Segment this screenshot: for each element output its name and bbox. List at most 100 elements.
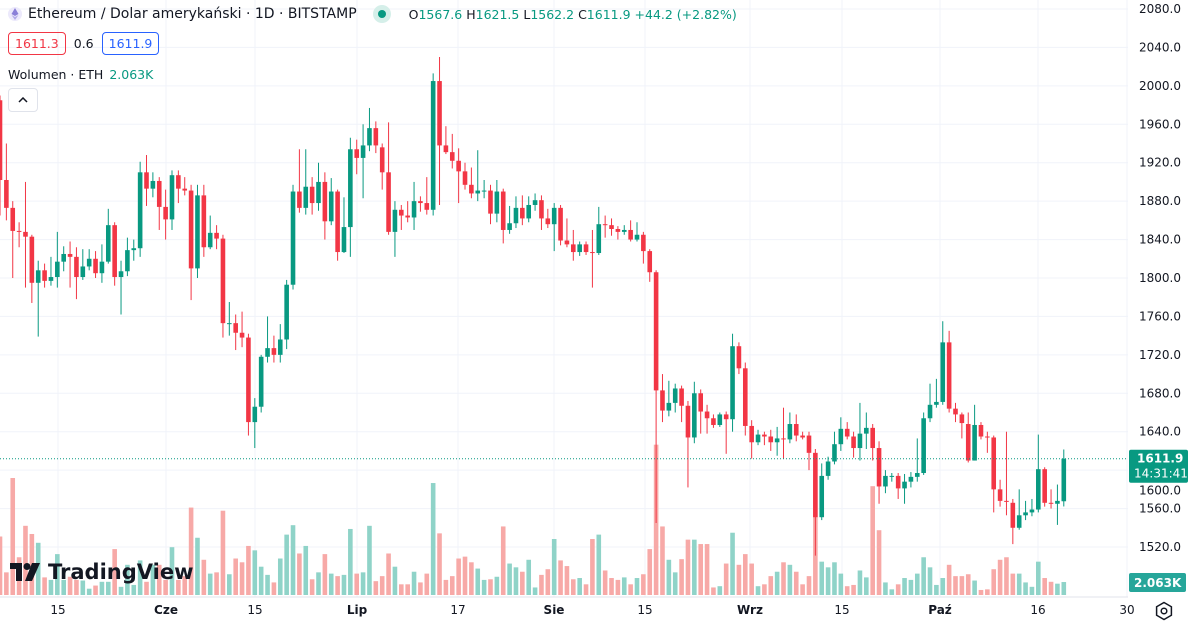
candle-body <box>832 444 837 462</box>
volume-bar <box>660 526 665 595</box>
candle-body <box>857 433 863 449</box>
candle-body <box>35 270 41 283</box>
candle-body <box>749 425 754 443</box>
candle-body <box>685 405 691 438</box>
candle-body <box>991 437 997 490</box>
candle-body <box>641 234 646 252</box>
volume-bar <box>965 574 971 595</box>
volume-bar <box>787 564 793 595</box>
volume-bar <box>220 510 226 595</box>
candle-body <box>265 348 270 357</box>
volume-bar <box>513 567 519 595</box>
open-value: 1567.6 <box>418 6 463 22</box>
buy-button[interactable]: 1611.9 <box>101 32 160 55</box>
volume-bar <box>959 576 965 595</box>
volume-bar <box>736 564 742 595</box>
volume-bar <box>615 579 621 595</box>
volume-bar <box>914 573 920 595</box>
volume-bar <box>86 588 92 595</box>
volume-bar <box>793 571 799 595</box>
gear-icon[interactable] <box>1154 601 1174 621</box>
candle-body <box>176 175 181 189</box>
volume-bar <box>946 564 952 595</box>
candle-body <box>23 231 28 237</box>
volume-bar <box>532 587 538 595</box>
volume-bar <box>806 576 812 595</box>
candle-body <box>1004 500 1009 502</box>
sell-button[interactable]: 1611.3 <box>8 32 66 55</box>
volume-bar <box>590 539 595 595</box>
candle-body <box>666 402 672 411</box>
volume-bar <box>545 569 551 595</box>
candle-body <box>456 160 461 172</box>
candle-body <box>462 171 468 185</box>
volume-bar <box>800 584 805 595</box>
price-axis <box>1128 0 1200 627</box>
candle-body <box>418 201 423 204</box>
volume-bar <box>500 526 506 595</box>
volume-bar <box>195 537 200 595</box>
volume-bar <box>252 550 258 595</box>
candle-body <box>997 489 1003 501</box>
collapse-legend-button[interactable] <box>8 88 38 112</box>
candle-body <box>953 408 958 415</box>
candle-body <box>781 438 786 440</box>
volume-bar <box>61 579 66 595</box>
candle-body <box>1048 502 1054 504</box>
price-tick-label: 1520.0 <box>1139 540 1181 554</box>
volume-bar <box>246 545 251 595</box>
candle-body <box>258 356 264 407</box>
candle-body <box>1016 515 1022 528</box>
volume-bar <box>360 572 366 595</box>
volume-bar <box>271 582 277 595</box>
candle-body <box>672 388 678 403</box>
candle-body <box>711 418 716 425</box>
volume-bar <box>348 528 353 595</box>
candle-body <box>532 200 538 205</box>
candle-body <box>277 339 283 355</box>
candle-body <box>481 190 487 192</box>
price-tick-label: 1880.0 <box>1139 194 1181 208</box>
candle-body <box>864 427 869 434</box>
candle-body <box>284 284 289 340</box>
volume-bar <box>469 562 474 595</box>
volume-bar <box>1055 583 1060 595</box>
candle-body <box>93 258 98 274</box>
candle-body <box>131 248 137 251</box>
volume-bar <box>1023 582 1028 595</box>
time-tick-label: Lip <box>347 603 368 617</box>
volume-bar <box>188 507 194 595</box>
candle-body <box>870 427 875 449</box>
candle-body <box>806 435 812 453</box>
candle-body <box>411 201 417 218</box>
volume-bar <box>424 573 430 595</box>
volume-bar <box>176 579 181 595</box>
candle-body <box>443 145 449 153</box>
candle-body <box>214 232 219 239</box>
candle-body <box>144 172 149 189</box>
candle-body <box>220 238 226 324</box>
candle-body <box>494 191 500 214</box>
volume-bar <box>316 572 321 595</box>
candle-body <box>526 204 532 219</box>
volume-bar <box>80 580 86 595</box>
volume-bar <box>258 566 264 595</box>
symbol-title[interactable]: Ethereum / Dolar amerykański · 1D · BITS… <box>28 6 357 22</box>
volume-bar <box>577 578 582 595</box>
volume-bar <box>156 564 162 595</box>
candle-body <box>902 481 907 489</box>
candle-body <box>105 225 111 262</box>
candle-body <box>551 207 557 225</box>
volume-bar <box>564 566 570 595</box>
tradingview-logo[interactable]: TradingView <box>10 560 193 584</box>
candle-body <box>1010 502 1016 528</box>
price-tick-label: 1920.0 <box>1139 156 1181 170</box>
volume-bar <box>679 559 684 595</box>
volume-bar <box>908 579 914 595</box>
volume-bar <box>201 559 207 595</box>
high-value: 1621.5 <box>475 6 520 22</box>
candle-body <box>195 195 200 269</box>
time-tick-label: 15 <box>834 603 849 617</box>
candle-body <box>545 218 551 225</box>
